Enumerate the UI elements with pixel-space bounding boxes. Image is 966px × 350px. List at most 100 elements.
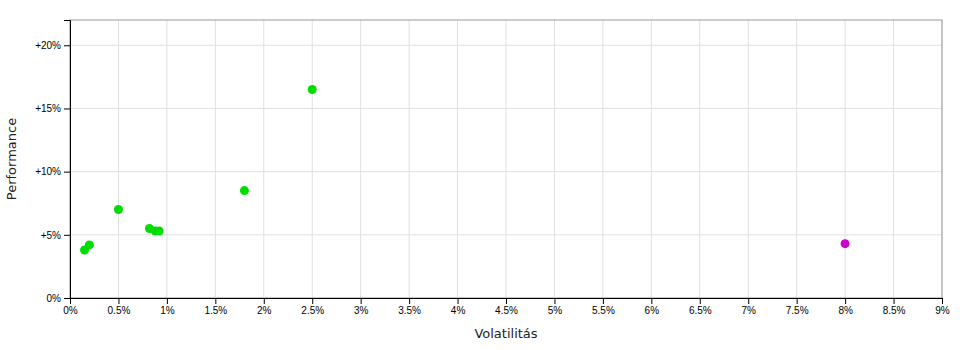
x-tick-mark xyxy=(264,298,265,304)
x-axis-title: Volatilitás xyxy=(474,326,537,341)
y-tick-label: +10% xyxy=(35,166,61,177)
y-grid-line xyxy=(70,234,942,235)
x-tick: 6% xyxy=(645,298,660,316)
point xyxy=(308,85,317,94)
x-grid-line xyxy=(796,20,797,298)
x-grid-line xyxy=(263,20,264,298)
x-tick-mark xyxy=(312,298,313,304)
x-tick-label: 0.5% xyxy=(108,305,131,316)
y-grid-line xyxy=(70,45,942,46)
y-tick-label: +15% xyxy=(35,103,61,114)
point xyxy=(155,227,164,236)
x-tick-label: 4.5% xyxy=(495,305,518,316)
x-grid-line xyxy=(845,20,846,298)
x-tick: 2% xyxy=(257,298,272,316)
x-tick-mark xyxy=(797,298,798,304)
x-tick-mark xyxy=(458,298,459,304)
x-tick-mark xyxy=(942,298,943,304)
x-tick: 8.5% xyxy=(883,298,906,316)
y-axis-line xyxy=(64,21,71,299)
x-tick-mark xyxy=(748,298,749,304)
x-tick-label: 5% xyxy=(548,305,563,316)
x-tick-label: 1.5% xyxy=(204,305,227,316)
x-tick: 5% xyxy=(548,298,563,316)
x-grid-line xyxy=(457,20,458,298)
x-tick: 9% xyxy=(935,298,950,316)
x-grid-line xyxy=(312,20,313,298)
y-tick-mark xyxy=(64,298,70,299)
x-tick-mark xyxy=(167,298,168,304)
y-tick-label: 0% xyxy=(47,293,62,304)
x-tick: 1% xyxy=(160,298,175,316)
x-tick-label: 9% xyxy=(935,305,950,316)
chart: 0% 0.5% 1% 1.5% 2% 2.5% 3% 3.5% 4% 4.5% 5% 5.5% 6% 6.… xyxy=(0,0,966,350)
x-axis-line xyxy=(71,299,943,305)
x-grid-line xyxy=(893,20,894,298)
x-grid-line xyxy=(360,20,361,298)
x-tick-label: 7% xyxy=(741,305,756,316)
x-grid-line xyxy=(506,20,507,298)
x-tick-mark xyxy=(554,298,555,304)
y-tick: +20% xyxy=(35,40,70,51)
y-tick-mark xyxy=(64,235,70,236)
x-tick-label: 4% xyxy=(451,305,466,316)
x-tick-label: 3% xyxy=(354,305,369,316)
x-tick: 2.5% xyxy=(301,298,324,316)
x-tick-label: 1% xyxy=(160,305,175,316)
point xyxy=(85,240,94,249)
x-tick: 6.5% xyxy=(689,298,712,316)
x-tick-label: 6.5% xyxy=(689,305,712,316)
x-tick-label: 6% xyxy=(645,305,660,316)
point xyxy=(114,205,123,214)
x-tick: 7.5% xyxy=(786,298,809,316)
x-tick-label: 8.5% xyxy=(883,305,906,316)
y-axis: 0% +5% +10% +15% +20% xyxy=(35,21,70,304)
x-tick-label: 2% xyxy=(257,305,272,316)
points xyxy=(80,85,850,254)
x-tick-mark xyxy=(651,298,652,304)
x-tick-label: 8% xyxy=(838,305,853,316)
y-tick-mark xyxy=(64,108,70,109)
x-tick: 3% xyxy=(354,298,369,316)
x-tick-mark xyxy=(118,298,119,304)
x-axis: 0% 0.5% 1% 1.5% 2% 2.5% 3% 3.5% 4% 4.5% 5% 5.5% 6% 6.… xyxy=(63,298,950,316)
x-tick: 1.5% xyxy=(204,298,227,316)
y-tick: +15% xyxy=(35,103,70,114)
x-tick: 0% xyxy=(63,298,78,316)
x-tick: 7% xyxy=(741,298,756,316)
x-tick: 5.5% xyxy=(592,298,615,316)
x-tick: 4.5% xyxy=(495,298,518,316)
x-tick-mark xyxy=(845,298,846,304)
x-tick-label: 7.5% xyxy=(786,305,809,316)
y-tick-label: +5% xyxy=(41,230,61,241)
x-tick-label: 2.5% xyxy=(301,305,324,316)
x-grid-line xyxy=(409,20,410,298)
y-tick: +10% xyxy=(35,166,70,177)
x-tick-mark xyxy=(215,298,216,304)
x-tick-mark xyxy=(409,298,410,304)
plot-frame xyxy=(70,20,942,298)
series xyxy=(80,85,317,254)
x-grid-line xyxy=(748,20,749,298)
plot: 0% 0.5% 1% 1.5% 2% 2.5% 3% 3.5% 4% 4.5% 5% 5.5% 6% 6.… xyxy=(4,20,950,341)
x-tick-mark xyxy=(506,298,507,304)
x-tick-mark xyxy=(603,298,604,304)
y-axis-title: Performance xyxy=(4,118,19,200)
x-tick-label: 5.5% xyxy=(592,305,615,316)
y-tick-mark xyxy=(64,172,70,173)
grid xyxy=(70,20,942,298)
x-grid-line xyxy=(118,20,119,298)
x-tick: 8% xyxy=(838,298,853,316)
x-grid-line xyxy=(602,20,603,298)
x-tick-mark xyxy=(700,298,701,304)
y-tick-mark xyxy=(64,45,70,46)
point xyxy=(240,186,249,195)
x-tick: 0.5% xyxy=(108,298,131,316)
y-tick: 0% xyxy=(47,293,70,304)
y-grid-line xyxy=(70,108,942,109)
x-tick: 3.5% xyxy=(398,298,421,316)
x-grid-line xyxy=(166,20,167,298)
y-tick-label: +20% xyxy=(35,40,61,51)
x-tick-mark xyxy=(894,298,895,304)
x-grid-line xyxy=(215,20,216,298)
